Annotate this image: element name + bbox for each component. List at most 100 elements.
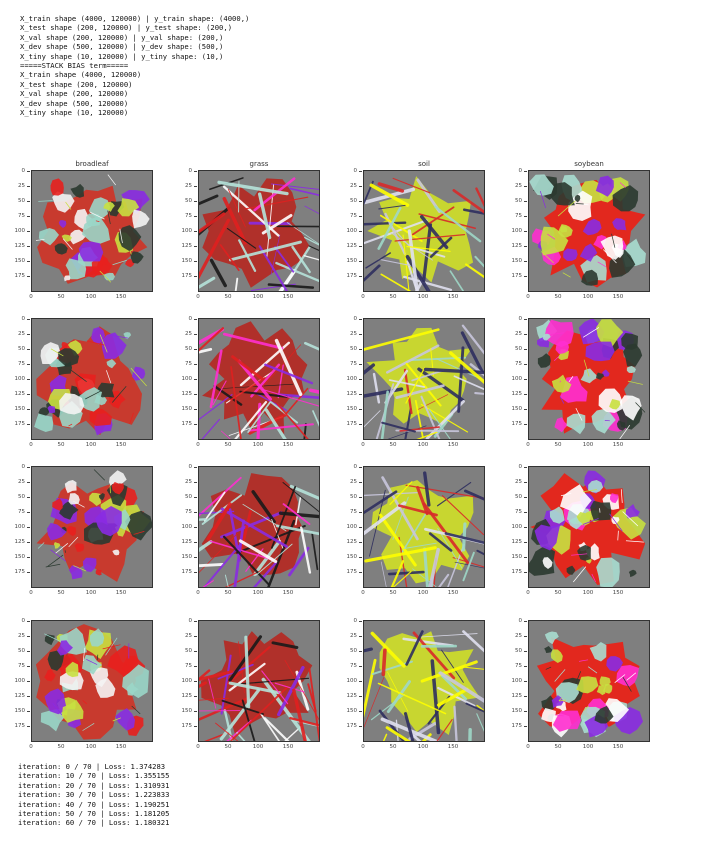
y-tick-label: 150 (335, 554, 362, 560)
x-tick-label: 50 (224, 294, 232, 300)
y-tick-label: 100 (500, 376, 527, 382)
y-tick-label: 175 (500, 569, 527, 575)
leaf-image (528, 466, 650, 588)
x-tick-label: 50 (224, 442, 232, 448)
x-tick-label: 0 (196, 590, 200, 596)
x-tick-label: 50 (57, 294, 65, 300)
y-tick-label: 175 (3, 569, 30, 575)
y-tick-label: 150 (335, 708, 362, 714)
x-tick-label: 50 (554, 294, 562, 300)
y-tick-label: 25 (170, 183, 197, 189)
shape-log-line: X_test shape (200, 120000) (20, 79, 133, 89)
y-tick-label: 150 (170, 406, 197, 412)
x-tick-label: 100 (582, 294, 594, 300)
leaf-image (528, 170, 650, 292)
shape-log-line: X_test shape (200, 120000) | y_test shap… (20, 23, 233, 33)
image-panel-soybean: 0 25 50 75 100 125 150 175 0 50 100 150 (500, 308, 670, 458)
x-tick-label: 100 (252, 294, 264, 300)
x-tick-label: 150 (612, 442, 624, 448)
y-tick-label: 50 (500, 198, 527, 204)
x-tick-label: 150 (447, 442, 459, 448)
x-tick-label: 50 (389, 744, 397, 750)
leaf-image (31, 466, 153, 588)
y-tick-label: 150 (335, 258, 362, 264)
y-tick-label: 100 (170, 228, 197, 234)
y-tick-label: 175 (335, 421, 362, 427)
leaf-image (198, 620, 320, 742)
leaf-image (528, 318, 650, 440)
y-tick-label: 100 (3, 376, 30, 382)
leaf-image (363, 170, 485, 292)
y-tick-label: 125 (3, 243, 30, 249)
x-tick-label: 150 (612, 294, 624, 300)
x-tick-label: 100 (85, 590, 97, 596)
y-tick-label: 175 (170, 273, 197, 279)
y-tick-label: 125 (335, 693, 362, 699)
y-tick-label: 25 (3, 331, 30, 337)
y-tick-label: 100 (500, 228, 527, 234)
x-tick-label: 0 (29, 294, 33, 300)
x-tick-label: 150 (115, 294, 127, 300)
shape-log-line: X_tiny shape (10, 120000) | y_tiny shape… (20, 51, 224, 61)
shape-log-line: X_train shape (4000, 120000) | y_train s… (20, 14, 250, 23)
y-tick-label: 175 (335, 569, 362, 575)
y-tick-label: 175 (3, 421, 30, 427)
y-tick-label: 75 (500, 509, 527, 515)
y-tick-label: 75 (335, 663, 362, 669)
x-tick-label: 100 (252, 744, 264, 750)
y-tick-label: 150 (3, 258, 30, 264)
x-tick-label: 0 (526, 590, 530, 596)
y-tick-label: 0 (500, 618, 527, 624)
y-tick-label: 150 (3, 406, 30, 412)
x-tick-label: 0 (526, 442, 530, 448)
y-tick-label: 25 (335, 479, 362, 485)
leaf-image (31, 170, 153, 292)
image-panel-soybean: 0 25 50 75 100 125 150 175 0 50 100 150 (500, 610, 670, 760)
y-tick-label: 0 (500, 168, 527, 174)
y-tick-label: 175 (500, 273, 527, 279)
y-tick-label: 0 (335, 464, 362, 470)
y-tick-label: 25 (500, 331, 527, 337)
y-tick-label: 0 (3, 316, 30, 322)
y-tick-label: 175 (500, 723, 527, 729)
y-tick-label: 100 (170, 678, 197, 684)
leaf-image (528, 620, 650, 742)
y-tick-label: 25 (3, 479, 30, 485)
y-tick-label: 25 (500, 183, 527, 189)
y-tick-label: 0 (170, 316, 197, 322)
y-tick-label: 0 (3, 618, 30, 624)
y-tick-label: 100 (500, 524, 527, 530)
x-tick-label: 0 (196, 294, 200, 300)
x-tick-label: 0 (361, 442, 365, 448)
y-tick-label: 150 (500, 708, 527, 714)
image-panel-soybean: soybean 0 25 50 75 100 125 150 175 0 50 100 150 (500, 160, 670, 310)
training-loss-log: iteration: 0 / 70 | Loss: 1.374283 iterat… (18, 762, 169, 828)
x-tick-label: 150 (282, 744, 294, 750)
x-tick-label: 100 (417, 442, 429, 448)
x-tick-label: 50 (57, 590, 65, 596)
y-tick-label: 75 (3, 509, 30, 515)
x-tick-label: 100 (582, 590, 594, 596)
y-tick-label: 50 (170, 198, 197, 204)
y-tick-label: 100 (500, 678, 527, 684)
x-tick-label: 0 (29, 442, 33, 448)
x-tick-label: 150 (612, 590, 624, 596)
y-tick-label: 150 (3, 554, 30, 560)
y-tick-label: 50 (500, 346, 527, 352)
loss-log-line: iteration: 50 / 70 | Loss: 1.181205 (18, 809, 170, 819)
y-tick-label: 50 (3, 494, 30, 500)
y-tick-label: 100 (3, 678, 30, 684)
y-tick-label: 25 (170, 633, 197, 639)
x-tick-label: 0 (196, 744, 200, 750)
x-tick-label: 50 (389, 442, 397, 448)
y-tick-label: 25 (335, 633, 362, 639)
leaf-image (363, 466, 485, 588)
y-tick-label: 50 (335, 648, 362, 654)
shape-log-line: X_tiny shape (10, 120000) (20, 108, 129, 118)
y-tick-label: 125 (335, 243, 362, 249)
y-tick-label: 50 (335, 198, 362, 204)
x-tick-label: 100 (85, 744, 97, 750)
y-tick-label: 150 (335, 406, 362, 412)
y-tick-label: 100 (170, 376, 197, 382)
loss-log-line: iteration: 0 / 70 | Loss: 1.374283 (18, 762, 166, 771)
